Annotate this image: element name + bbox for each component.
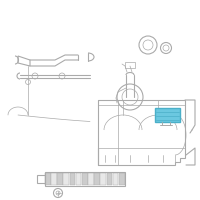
Bar [107, 173, 112, 185]
Bar [100, 173, 106, 185]
Bar [119, 173, 124, 185]
Polygon shape [155, 108, 180, 122]
Bar [57, 173, 63, 185]
Bar [45, 173, 51, 185]
Bar [94, 173, 100, 185]
Bar [63, 173, 69, 185]
Bar [51, 173, 57, 185]
Bar [70, 173, 75, 185]
Bar [88, 173, 94, 185]
Bar [113, 173, 118, 185]
Bar [76, 173, 81, 185]
Bar [82, 173, 88, 185]
